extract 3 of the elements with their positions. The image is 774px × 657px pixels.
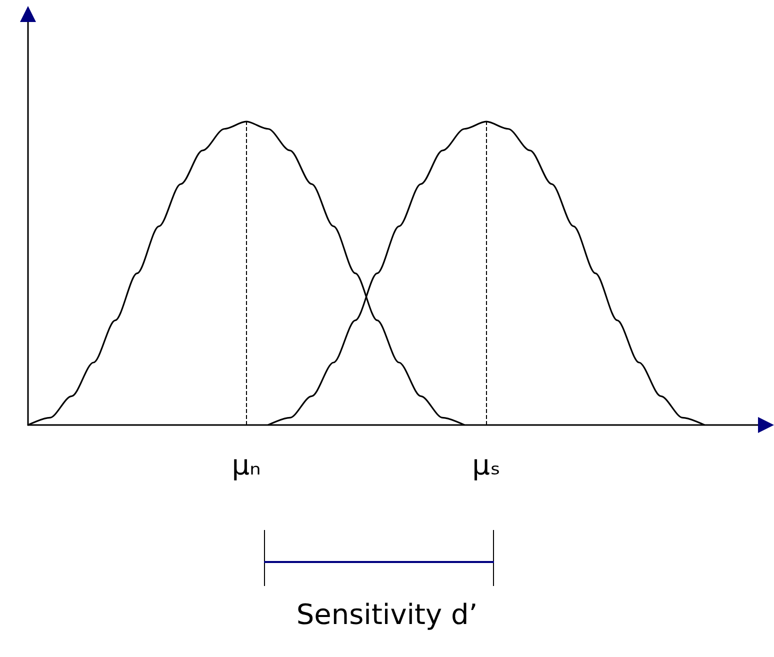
x-tick-label: μₙ — [232, 448, 261, 482]
x-tick-label: μₛ — [472, 448, 500, 482]
text: Sensitivity d’ — [295, 598, 479, 631]
